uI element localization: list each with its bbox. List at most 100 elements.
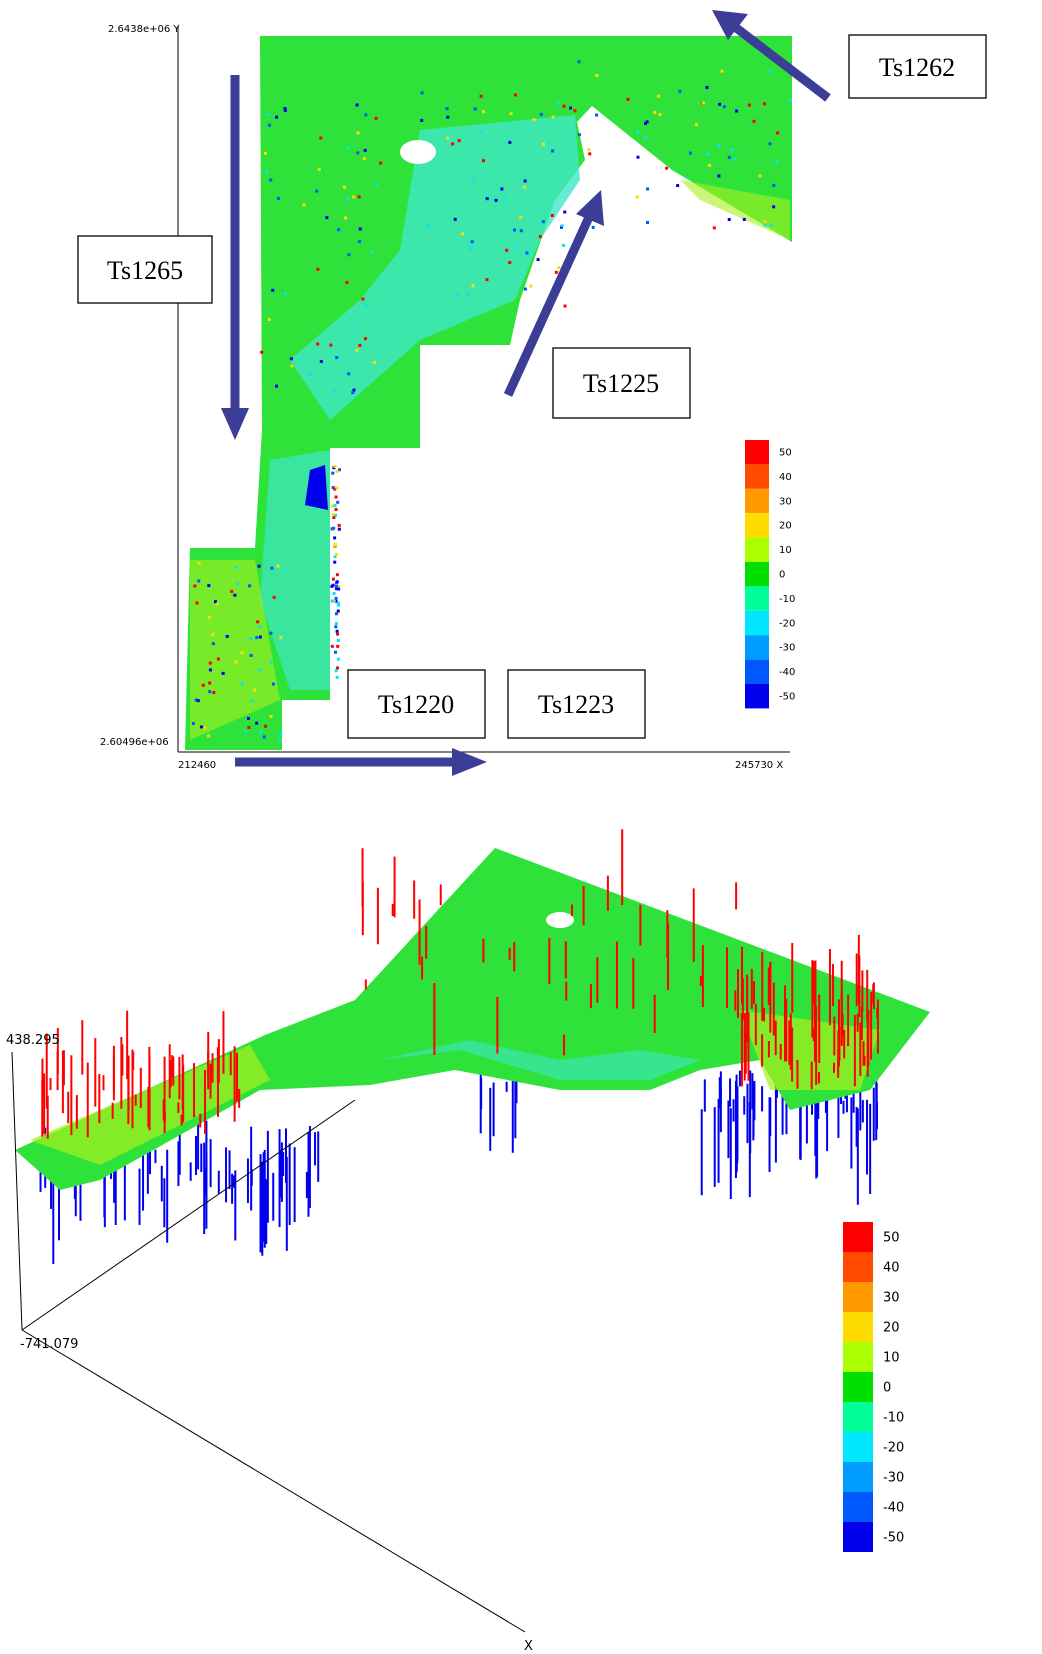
strip-label: Ts1265 [107,256,183,285]
texture-dot [269,632,272,635]
texture-dot [333,561,336,564]
texture-dot [303,203,306,206]
legend-label: 30 [883,1290,900,1305]
texture-dot [200,725,203,728]
texture-dot [542,220,545,223]
legend-label: -20 [883,1440,904,1455]
texture-dot [267,113,270,116]
texture-dot [657,95,660,98]
texture-dot [355,349,358,352]
texture-dot [361,298,364,301]
texture-dot [471,240,474,243]
texture-dot [555,271,558,274]
x-axis [22,1330,525,1632]
legend-label: -30 [883,1470,904,1485]
texture-dot [636,156,639,159]
texture-dot [336,501,339,504]
texture-dot [264,152,267,155]
legend-label: -30 [779,643,795,654]
texture-dot [316,268,319,271]
texture-dot [540,113,543,116]
texture-dot [364,113,367,116]
legend-swatch [843,1222,873,1252]
texture-dot [563,211,566,214]
texture-dot [331,600,334,603]
texture-dot [364,149,367,152]
z-top-label: 438.295 [6,1033,60,1048]
texture-dot [588,152,591,155]
strip-label: Ts1225 [583,369,659,398]
texture-dot [204,727,207,730]
texture-dot [474,107,477,110]
texture-dot [427,225,430,228]
void [546,912,574,928]
texture-dot [334,390,337,393]
legend-label: 10 [779,545,792,556]
texture-dot [735,110,738,113]
texture-dot [595,74,598,77]
texture-dot [578,133,581,136]
texture-dot [336,580,339,583]
texture-dot [272,683,275,686]
texture-dot [336,676,339,679]
texture-dot [763,220,766,223]
texture-dot [352,195,355,198]
texture-dot [260,351,263,354]
texture-dot [458,139,461,142]
texture-dot [734,158,737,161]
texture-dot [337,639,340,642]
texture-dot [235,566,238,569]
texture-dot [338,528,341,531]
texture-dot [335,612,338,615]
texture-dot [370,250,373,253]
texture-dot [196,601,199,604]
texture-dot [454,218,457,221]
legend-label: -50 [779,692,795,703]
texture-dot [247,717,250,720]
legend-label: 20 [883,1320,900,1335]
texture-dot [375,117,378,120]
texture-dot [279,739,282,742]
texture-dot [763,102,766,105]
texture-dot [659,113,662,116]
texture-dot [789,100,792,103]
texture-dot [730,148,733,151]
texture-dot [758,174,761,177]
texture-dot [255,636,258,639]
texture-dot [358,344,361,347]
texture-dot [508,261,511,264]
texture-dot [335,585,338,588]
texture-dot [338,524,341,527]
texture-dot [222,672,225,675]
legend-label: 0 [883,1380,891,1395]
texture-dot [723,105,726,108]
texture-dot [335,487,338,490]
z-axis [12,1052,22,1330]
texture-dot [271,289,274,292]
texture-dot [446,137,449,140]
texture-dot [537,258,540,261]
texture-dot [277,197,280,200]
texture-dot [333,504,336,507]
legend: 50403020100-10-20-30-40-50 [745,440,795,708]
texture-dot [259,668,262,671]
texture-dot [562,105,565,108]
texture-dot [551,150,554,153]
texture-dot [209,668,212,671]
legend-label: 20 [779,521,792,532]
texture-dot [358,240,361,243]
texture-dot [695,123,698,126]
texture-dot [208,681,211,684]
texture-dot [336,630,339,633]
texture-dot [198,562,201,565]
texture-dot [250,654,253,657]
texture-dot [334,465,337,468]
texture-dot [466,293,469,296]
texture-dot [495,199,498,202]
texture-dot [351,326,354,329]
strip-label: Ts1223 [538,690,614,719]
legend-label: 50 [883,1230,900,1245]
texture-dot [255,722,258,725]
texture-dot [769,70,772,73]
legend-label: -50 [883,1530,904,1545]
